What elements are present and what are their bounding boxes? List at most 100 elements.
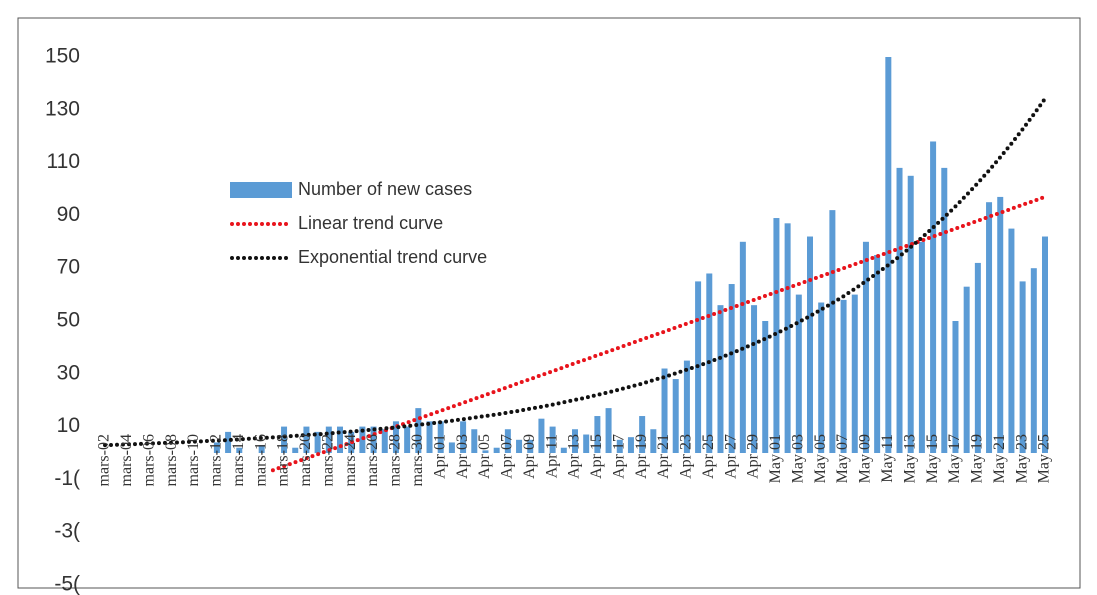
bar	[874, 255, 881, 453]
x-tick-label: May 25	[1036, 434, 1053, 483]
bar	[952, 321, 959, 453]
x-tick-label: Apr 25	[700, 434, 717, 479]
bar	[213, 442, 220, 453]
x-tick-label: May 03	[789, 434, 806, 483]
bar	[963, 286, 970, 453]
y-tick-label: 30	[57, 361, 80, 384]
bar	[1030, 268, 1037, 453]
x-tick-label: Apr 27	[722, 434, 739, 479]
bar	[683, 360, 690, 453]
x-tick-label: May 17	[946, 434, 963, 483]
bar	[1019, 281, 1026, 453]
bar	[415, 408, 422, 453]
bar	[572, 429, 578, 453]
bar	[717, 305, 724, 453]
bar	[527, 439, 534, 453]
x-tick-label: May 07	[834, 434, 851, 483]
y-tick-label: 130	[45, 97, 80, 120]
bar	[650, 429, 657, 453]
bar	[482, 450, 489, 453]
bar	[325, 426, 332, 453]
x-tick-label: Apr 29	[745, 434, 762, 479]
x-tick-label: mars-18	[275, 434, 292, 486]
bar	[314, 431, 321, 453]
bar	[896, 167, 903, 453]
x-tick-label: Apr 23	[678, 434, 695, 479]
x-tick-label: May 15	[924, 434, 941, 483]
x-tick-label: Apr 17	[610, 434, 627, 479]
x-tick-label: Apr 07	[499, 434, 516, 479]
trend-line	[103, 96, 1047, 448]
x-tick-label: Apr 09	[521, 434, 538, 479]
y-tick-label: 90	[57, 203, 80, 226]
bar	[370, 426, 377, 453]
y-tick-label: 10	[57, 414, 80, 437]
x-tick-label: Apr 05	[476, 434, 493, 479]
x-tick-label: mars-28	[387, 434, 404, 486]
x-tick-label: May 05	[812, 434, 829, 483]
bar	[392, 421, 399, 453]
bar	[448, 442, 455, 453]
bar	[930, 141, 937, 454]
bar	[236, 447, 243, 453]
bar	[918, 241, 925, 453]
bar	[426, 421, 433, 453]
bar	[840, 299, 847, 453]
x-tick-label: mars-04	[118, 434, 135, 486]
bar	[549, 426, 556, 453]
x-tick-label: mars-12	[208, 434, 225, 486]
x-tick-label: Apr 01	[431, 434, 448, 479]
x-tick-label: May 21	[991, 434, 1008, 483]
bar	[672, 379, 679, 453]
bar	[773, 218, 780, 453]
legend-label: Linear trend curve	[298, 213, 443, 233]
x-tick-label: May 13	[901, 434, 918, 483]
bar	[1042, 236, 1048, 453]
x-tick-label: Apr 21	[655, 434, 672, 479]
bar	[762, 321, 769, 453]
bar	[594, 416, 601, 453]
bar	[627, 437, 634, 453]
y-tick-label: -3(	[54, 520, 80, 543]
x-tick-label: mars-20	[297, 434, 314, 486]
x-tick-label: Apr 13	[566, 434, 583, 479]
legend-swatch	[230, 182, 292, 198]
y-tick-label: -1(	[54, 467, 80, 490]
x-tick-label: mars-22	[319, 434, 336, 486]
x-tick-label: mars-06	[140, 434, 157, 486]
bar	[661, 368, 668, 453]
x-tick-label: mars-14	[230, 434, 247, 486]
y-tick-label: 50	[57, 309, 80, 332]
bar	[605, 408, 612, 453]
bar	[292, 447, 299, 453]
bar	[504, 429, 511, 453]
bar	[493, 447, 500, 453]
bar	[829, 210, 836, 453]
bar	[986, 202, 993, 453]
bar	[851, 294, 858, 453]
bar	[258, 445, 265, 453]
x-tick-label: Apr 19	[633, 434, 650, 479]
bar	[784, 223, 791, 453]
legend-label: Number of new cases	[298, 179, 472, 199]
x-tick-label: Apr 11	[543, 434, 560, 478]
bar	[728, 284, 735, 453]
bar	[381, 429, 388, 453]
bar	[337, 426, 343, 453]
bar	[281, 426, 288, 453]
bar	[303, 426, 310, 453]
bar	[471, 429, 478, 453]
x-tick-label: Apr 15	[588, 434, 605, 479]
bar	[907, 175, 914, 454]
x-tick-label: May 23	[1013, 434, 1030, 483]
x-tick-label: May 19	[969, 434, 986, 483]
x-tick-label: Apr 03	[454, 434, 471, 479]
x-tick-label: mars-08	[163, 434, 180, 486]
y-tick-label: -5(	[54, 573, 80, 595]
bar	[974, 262, 981, 453]
bar	[639, 416, 646, 453]
x-tick-label: mars-24	[342, 434, 359, 486]
bar	[862, 241, 869, 453]
x-tick-label: May 01	[767, 434, 784, 483]
